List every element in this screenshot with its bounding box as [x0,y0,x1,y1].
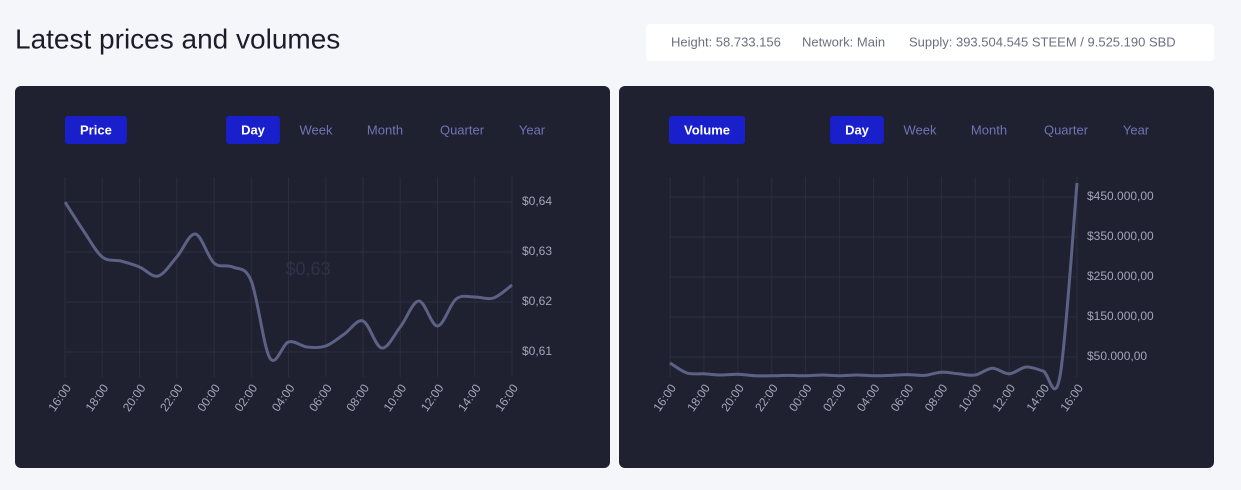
stat: Height: 58.733.156 [671,34,781,49]
chart-button[interactable] [669,116,745,144]
y-tick-label: $50.000,00 [1087,349,1147,363]
range-tab-label[interactable]: Quarter [1044,122,1089,137]
line-series [63,201,513,362]
range-tab[interactable] [830,116,884,144]
y-tick-label: $150.000,00 [1087,309,1154,323]
y-tick-label: $0,61 [522,344,552,358]
chart-button-label: Price [80,122,112,137]
range-tab-label[interactable]: Day [845,122,870,137]
y-tick-label: $0,64 [522,194,552,208]
chart-button[interactable] [65,116,127,144]
stat: Network: Main [802,34,885,49]
range-tab-label[interactable]: Month [367,122,403,137]
stat: Supply: 393.504.545 STEEM / 9.525.190 SB… [909,34,1176,49]
range-tab-label[interactable]: Day [241,122,266,137]
line-series [669,182,1079,391]
y-tick-label: $350.000,00 [1087,229,1154,243]
chart-button-label: Volume [684,122,730,137]
range-tab[interactable] [226,116,280,144]
range-tab-label[interactable]: Week [300,122,333,137]
y-tick-label: $0,63 [522,244,552,258]
panel [15,86,610,468]
annotation: $0,63 [285,259,330,279]
y-tick-label: $450.000,00 [1087,189,1154,203]
page-title: Latest prices and volumes [15,23,340,54]
range-tab-label[interactable]: Year [1123,122,1150,137]
range-tab-label[interactable]: Month [971,122,1007,137]
range-tab-label[interactable]: Quarter [440,122,485,137]
range-tab-label[interactable]: Week [904,122,937,137]
y-tick-label: $250.000,00 [1087,269,1154,283]
stats-box [646,24,1214,61]
y-tick-label: $0,62 [522,294,552,308]
range-tab-label[interactable]: Year [519,122,546,137]
